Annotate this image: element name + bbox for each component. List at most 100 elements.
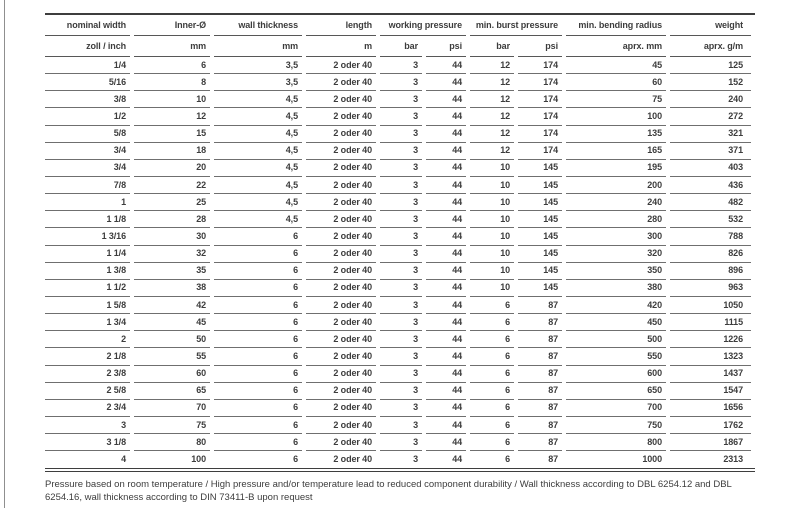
header-min-burst-pressure: min. burst pressure <box>470 15 562 36</box>
cell-inner-diameter-mm: 22 <box>134 177 210 195</box>
cell-working-pressure-psi: 44 <box>426 280 466 297</box>
cell-min-burst-pressure-bar: 10 <box>470 280 514 297</box>
cell-working-pressure-psi: 44 <box>426 177 466 195</box>
cell-min-burst-pressure-psi: 87 <box>518 314 562 332</box>
cell-length-m: 2 oder 40 <box>306 331 376 349</box>
cell-weight-aprx-g-per-m: 1547 <box>670 383 751 400</box>
cell-working-pressure-psi: 44 <box>426 57 466 75</box>
unit-wall-mm: mm <box>214 36 302 57</box>
cell-weight-aprx-g-per-m: 1050 <box>670 297 751 315</box>
cell-min-burst-pressure-psi: 87 <box>518 331 562 349</box>
cell-min-burst-pressure-psi: 145 <box>518 263 562 280</box>
cell-wall-thickness-mm: 4,5 <box>214 211 302 229</box>
cell-working-pressure-bar: 3 <box>380 383 422 400</box>
cell-weight-aprx-g-per-m: 1762 <box>670 417 751 435</box>
header-working-pressure: working pressure <box>380 15 466 36</box>
cell-working-pressure-bar: 3 <box>380 280 422 297</box>
cell-min-bending-radius-aprx-mm: 300 <box>566 228 666 246</box>
cell-wall-thickness-mm: 4,5 <box>214 143 302 160</box>
cell-nominal-width-zoll-inch: 2 1/8 <box>45 348 130 366</box>
cell-working-pressure-bar: 3 <box>380 160 422 177</box>
cell-wall-thickness-mm: 4,5 <box>214 160 302 177</box>
cell-inner-diameter-mm: 60 <box>134 366 210 383</box>
footnote: Pressure based on room temperature / Hig… <box>45 479 732 504</box>
cell-wall-thickness-mm: 6 <box>214 383 302 400</box>
cell-working-pressure-psi: 44 <box>426 314 466 332</box>
cell-length-m: 2 oder 40 <box>306 108 376 126</box>
cell-working-pressure-psi: 44 <box>426 348 466 366</box>
cell-weight-aprx-g-per-m: 436 <box>670 177 751 195</box>
cell-min-burst-pressure-psi: 145 <box>518 228 562 246</box>
unit-inner-mm: mm <box>134 36 210 57</box>
cell-inner-diameter-mm: 42 <box>134 297 210 315</box>
cell-working-pressure-psi: 44 <box>426 211 466 229</box>
cell-wall-thickness-mm: 6 <box>214 331 302 349</box>
cell-min-burst-pressure-psi: 145 <box>518 177 562 195</box>
cell-min-burst-pressure-bar: 10 <box>470 263 514 280</box>
cell-nominal-width-zoll-inch: 1 <box>45 194 130 212</box>
cell-inner-diameter-mm: 100 <box>191 454 206 465</box>
cell-min-burst-pressure-bar: 10 <box>470 194 514 212</box>
cell-min-burst-pressure-bar: 6 <box>470 314 514 332</box>
header-weight: weight <box>670 15 751 36</box>
cell-length-m: 2 oder 40 <box>306 280 376 297</box>
cell-min-burst-pressure-psi: 145 <box>518 194 562 212</box>
cell-min-burst-pressure-bar: 12 <box>470 108 514 126</box>
cell-working-pressure-bar: 3 <box>380 400 422 417</box>
cell-inner-diameter-mm: 18 <box>134 143 210 160</box>
cell-weight-aprx-g-per-m: 1867 <box>670 434 751 452</box>
cell-min-bending-radius-aprx-mm: 240 <box>566 194 666 212</box>
cell-min-bending-radius-aprx-mm: 650 <box>566 383 666 400</box>
cell-working-pressure-bar: 3 <box>380 263 422 280</box>
cell-wall-thickness-mm: 6 <box>214 314 302 332</box>
cell-min-burst-pressure-psi: 174 <box>518 108 562 126</box>
cell-wall-thickness-mm: 4,5 <box>214 91 302 109</box>
cell-working-pressure-bar: 3 <box>380 143 422 160</box>
cell-inner-diameter-mm: 70 <box>134 400 210 417</box>
table-row: 2 3/8 60 6 2 oder 40 3 44 6 87 600 1437 <box>45 366 751 383</box>
cell-nominal-width-zoll-inch: 1 3/8 <box>45 263 130 280</box>
cell-inner-diameter-mm: 30 <box>134 228 210 246</box>
cell-working-pressure-psi: 44 <box>426 108 466 126</box>
cell-working-pressure-psi: 44 <box>426 126 466 143</box>
cell-min-burst-pressure-bar: 6 <box>470 417 514 435</box>
cell-nominal-width-zoll-inch: 1 1/2 <box>45 280 130 297</box>
cell-min-burst-pressure-psi: 87 <box>518 417 562 435</box>
cell-min-burst-pressure-bar: 12 <box>470 74 514 92</box>
cell-working-pressure-psi: 44 <box>426 263 466 280</box>
cell-min-bending-radius-aprx-mm: 195 <box>566 160 666 177</box>
cell-nominal-width-zoll-inch: 3/8 <box>45 91 130 109</box>
cell-length-m: 2 oder 40 <box>306 126 376 143</box>
cell-working-pressure-psi: 44 <box>426 417 466 435</box>
cell-working-pressure-bar: 3 <box>380 57 422 75</box>
cell-weight-aprx-g-per-m: 826 <box>670 246 751 263</box>
cell-min-burst-pressure-psi: 87 <box>518 400 562 417</box>
cell-length-m: 2 oder 40 <box>306 400 376 417</box>
cell-min-burst-pressure-psi: 87 <box>518 297 562 315</box>
table-row: 3 1/8 80 6 2 oder 40 3 44 6 87 800 1867 <box>45 434 751 452</box>
header-group-row: nominal width Inner-Ø wall thickness len… <box>45 15 751 36</box>
cell-working-pressure-psi: 44 <box>426 228 466 246</box>
cell-inner-diameter-mm: 6 <box>134 57 210 75</box>
cell-inner-diameter-mm: 25 <box>134 194 210 212</box>
cell-working-pressure-psi: 44 <box>426 246 466 263</box>
cell-nominal-width-zoll-inch: 5/16 <box>45 74 130 92</box>
cell-min-bending-radius-aprx-mm: 550 <box>566 348 666 366</box>
cell-min-burst-pressure-bar: 6 <box>470 383 514 400</box>
table-row: 1 1/2 38 6 2 oder 40 3 44 10 145 380 963 <box>45 280 751 297</box>
table-row: 1 3/16 30 6 2 oder 40 3 44 10 145 300 788 <box>45 228 751 246</box>
table-row: 2 50 6 2 oder 40 3 44 6 87 500 1226 <box>45 331 751 349</box>
cell-length-m: 2 oder 40 <box>306 263 376 280</box>
cell-working-pressure-bar: 3 <box>380 91 422 109</box>
cell-weight-aprx-g-per-m: 532 <box>670 211 751 229</box>
cell-wall-thickness-mm: 6 <box>214 228 302 246</box>
unit-length-m: m <box>306 36 376 57</box>
cell-inner-diameter-mm: 55 <box>134 348 210 366</box>
cell-nominal-width-zoll-inch: 1 1/8 <box>45 211 130 229</box>
cell-working-pressure-psi: 44 <box>426 297 466 315</box>
table-row: 2 1/8 55 6 2 oder 40 3 44 6 87 550 1323 <box>45 348 751 366</box>
cell-wall-thickness-mm: 6 <box>214 417 302 435</box>
cell-min-bending-radius-aprx-mm: 700 <box>566 400 666 417</box>
cell-min-burst-pressure-psi: 174 <box>518 57 562 75</box>
cell-min-burst-pressure-psi: 174 <box>518 126 562 143</box>
